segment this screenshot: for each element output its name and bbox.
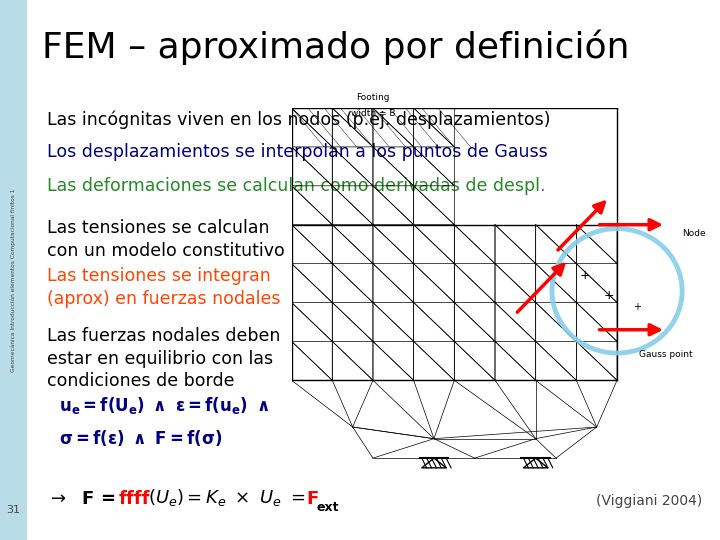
- Text: F: F: [306, 490, 318, 508]
- Text: width = B: width = B: [351, 109, 395, 118]
- Text: $(U_e) = K_e\ \times\ U_e\ =\ $: $(U_e) = K_e\ \times\ U_e\ =\ $: [148, 487, 305, 508]
- Text: Las tensiones se calculan
con un modelo constitutivo: Las tensiones se calculan con un modelo …: [47, 219, 284, 260]
- Text: (Viggiani 2004): (Viggiani 2004): [595, 494, 702, 508]
- Text: Node: Node: [682, 230, 706, 238]
- Text: +: +: [634, 302, 642, 312]
- Text: FEM – aproximado por definición: FEM – aproximado por definición: [42, 30, 629, 65]
- Text: ext: ext: [317, 501, 339, 514]
- Text: Footing: Footing: [356, 93, 390, 102]
- Text: $\mathbf{u_e = f(U_e)\ \wedge\ \varepsilon = f(u_e)\ \wedge}$: $\mathbf{u_e = f(U_e)\ \wedge\ \varepsil…: [59, 395, 269, 416]
- Text: +: +: [603, 288, 614, 302]
- Text: Las incógnitas viven en los nodos (p.ej. desplazamientos): Las incógnitas viven en los nodos (p.ej.…: [47, 111, 550, 129]
- Text: 31: 31: [6, 505, 21, 515]
- Text: Los desplazamientos se interpolan a los puntos de Gauss: Los desplazamientos se interpolan a los …: [47, 143, 547, 161]
- Text: Las fuerzas nodales deben
estar en equilibrio con las
condiciones de borde: Las fuerzas nodales deben estar en equil…: [47, 327, 280, 390]
- Text: +: +: [579, 269, 590, 282]
- Text: Las deformaciones se calculan como derivadas de despl.: Las deformaciones se calculan como deriv…: [47, 177, 545, 195]
- Text: Geomecánica Introducción elementos Computacional finitos 1: Geomecánica Introducción elementos Compu…: [11, 189, 17, 373]
- Text: $\rightarrow$  F =: $\rightarrow$ F =: [47, 490, 117, 508]
- Text: $\mathbf{\sigma = f(\varepsilon)\ \wedge\ F = f(\sigma)}$: $\mathbf{\sigma = f(\varepsilon)\ \wedge…: [59, 428, 222, 448]
- Text: ffff: ffff: [119, 490, 150, 508]
- Text: Las tensiones se integran
(aprox) en fuerzas nodales: Las tensiones se integran (aprox) en fue…: [47, 267, 280, 308]
- Bar: [0, 0, 27, 540]
- Text: Gauss point: Gauss point: [639, 350, 693, 359]
